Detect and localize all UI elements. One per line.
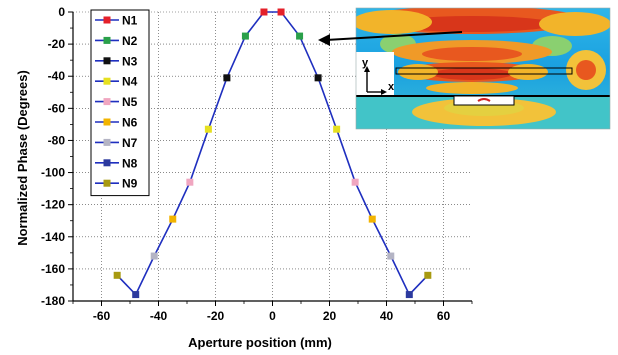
x-tick-label: 20 xyxy=(323,309,337,323)
y-tick-label: -140 xyxy=(41,230,65,244)
marker-n9 xyxy=(424,271,432,279)
legend-label-n8: N8 xyxy=(122,156,138,170)
phase-curve-line xyxy=(116,11,429,296)
y-tick-label: -60 xyxy=(48,101,66,115)
marker-n2 xyxy=(296,32,304,40)
marker-n3 xyxy=(314,74,322,82)
legend-label-n5: N5 xyxy=(122,95,138,109)
legend-marker-n8 xyxy=(103,159,111,167)
marker-n6 xyxy=(169,215,177,223)
legend: N1 N2 N3 N4 N5 N6 N7 N8 N9 xyxy=(90,9,150,197)
legend-marker-n7 xyxy=(103,138,111,146)
legend-marker-n4 xyxy=(103,77,111,85)
marker-n7 xyxy=(150,252,158,260)
marker-n1 xyxy=(277,8,285,16)
y-tick-label: -20 xyxy=(48,37,66,51)
marker-n9 xyxy=(113,271,121,279)
data-markers xyxy=(113,8,432,299)
y-tick-label: -180 xyxy=(41,294,65,308)
legend-marker-n6 xyxy=(103,118,111,126)
y-tick-label: 0 xyxy=(58,5,65,19)
x-tick-label: -60 xyxy=(93,309,111,323)
legend-marker-n2 xyxy=(103,36,111,44)
legend-marker-n3 xyxy=(103,57,111,65)
y-tick-label: -160 xyxy=(41,262,65,276)
marker-n3 xyxy=(223,74,231,82)
y-tick-label: -40 xyxy=(48,69,66,83)
legend-marker-n9 xyxy=(103,179,111,187)
x-tick-label: 60 xyxy=(437,309,451,323)
callout-arrow xyxy=(318,31,463,46)
marker-n4 xyxy=(333,125,341,133)
marker-n8 xyxy=(132,291,140,299)
phase-curve xyxy=(116,11,429,296)
legend-label-n2: N2 xyxy=(122,34,138,48)
marker-n2 xyxy=(241,32,249,40)
legend-marker-n1 xyxy=(103,16,111,24)
x-axis-label: Aperture position (mm) xyxy=(188,335,332,350)
marker-n6 xyxy=(368,215,376,223)
legend-label-n3: N3 xyxy=(122,54,138,68)
legend-marker-n5 xyxy=(103,98,111,106)
y-tick-label: -100 xyxy=(41,166,65,180)
tick-marks: -60 -40 -20 0 20 40 60 0 -20 -40 -60 -80 -100 -120 -14… xyxy=(41,5,473,323)
legend-box xyxy=(90,9,150,197)
marker-n1 xyxy=(260,8,268,16)
legend-label-n4: N4 xyxy=(122,75,138,89)
field-inset-image: y x xyxy=(355,7,611,130)
x-tick-label: -40 xyxy=(150,309,168,323)
inset-x-label: x xyxy=(388,81,395,93)
legend-label-n9: N9 xyxy=(122,177,138,191)
y-axis-label: Normalized Phase (Degrees) xyxy=(15,70,30,246)
legend-label-n7: N7 xyxy=(122,136,138,150)
legend-label-n1: N1 xyxy=(122,14,138,28)
marker-n5 xyxy=(351,178,359,186)
y-tick-label: -80 xyxy=(48,133,66,147)
inset-y-label: y xyxy=(362,57,369,69)
marker-n8 xyxy=(405,291,413,299)
marker-n5 xyxy=(186,178,194,186)
x-tick-label: 0 xyxy=(269,309,276,323)
x-tick-label: 40 xyxy=(380,309,394,323)
x-tick-label: -20 xyxy=(207,309,225,323)
y-tick-label: -120 xyxy=(41,198,65,212)
marker-n4 xyxy=(204,125,212,133)
marker-n7 xyxy=(387,252,395,260)
legend-label-n6: N6 xyxy=(122,116,138,130)
